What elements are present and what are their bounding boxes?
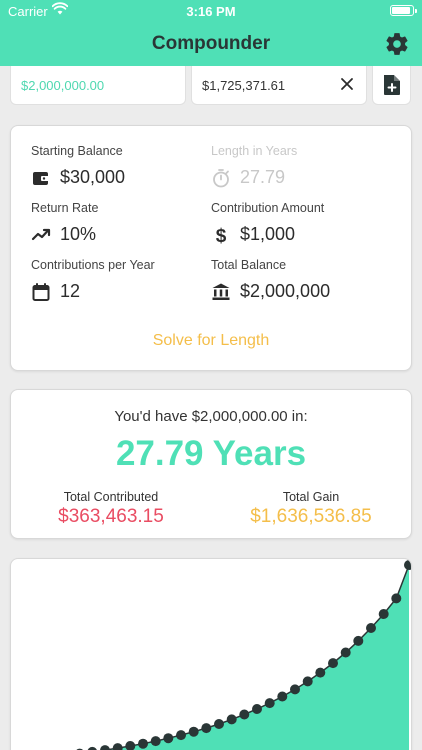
- svg-text:$: $: [216, 226, 227, 245]
- solve-for-length-button[interactable]: Solve for Length: [152, 332, 270, 349]
- total-contributed-label: Total Contributed: [63, 490, 159, 504]
- wifi-icon: [51, 2, 69, 19]
- return-rate-label: Return Rate: [31, 201, 99, 215]
- chart-area: [105, 565, 409, 750]
- total-gain-value: $1,636,536.85: [250, 506, 372, 527]
- contribution-amount-label: Contribution Amount: [211, 201, 325, 215]
- trending-up-icon: [31, 225, 51, 245]
- page-title: Compounder: [151, 33, 271, 54]
- scenario-tab-1-label: $2,000,000.00: [21, 78, 105, 93]
- close-icon[interactable]: [338, 75, 356, 93]
- length-in-years-value: 27.79: [240, 167, 286, 187]
- growth-chart: [76, 560, 411, 750]
- battery-icon: [390, 5, 417, 16]
- result-card: You'd have $2,000,000.00 in: 27.79 Years…: [10, 389, 412, 539]
- total-gain-stat: Total Gain $1,636,536.85: [216, 490, 406, 528]
- chart-point: [328, 658, 338, 669]
- total-balance-field[interactable]: Total Balance $2,000,000: [211, 258, 391, 306]
- length-in-years-label: Length in Years: [211, 144, 298, 158]
- bank-icon: [211, 282, 231, 302]
- chart-point: [302, 676, 313, 687]
- total-gain-label: Total Gain: [282, 490, 340, 504]
- length-in-years-field[interactable]: Length in Years 27.79: [211, 144, 391, 192]
- starting-balance-value: $30,000: [60, 167, 126, 187]
- contributions-per-year-value: 12: [60, 281, 81, 301]
- chart-point: [138, 738, 148, 749]
- chart-point: [125, 741, 136, 750]
- chart-point: [226, 714, 237, 725]
- scenario-tab-1[interactable]: $2,000,000.00: [10, 66, 186, 105]
- total-contributed-value: $363,463.15: [58, 506, 164, 527]
- total-balance-label: Total Balance: [211, 258, 287, 272]
- chart-point: [404, 560, 411, 570]
- chart-point: [353, 635, 364, 646]
- chart-point: [264, 698, 275, 709]
- chart-point: [201, 723, 212, 734]
- total-balance-value: $2,000,000: [240, 281, 331, 301]
- chart-point: [340, 647, 351, 658]
- chart-point: [188, 726, 199, 737]
- return-rate-field[interactable]: Return Rate 10%: [31, 201, 211, 249]
- chart-point: [163, 733, 174, 744]
- add-document-icon[interactable]: [382, 74, 402, 96]
- timer-icon: [211, 168, 231, 188]
- gear-icon[interactable]: [384, 31, 410, 57]
- chart-point: [100, 745, 110, 750]
- contributions-per-year-field[interactable]: Contributions per Year 12: [31, 258, 211, 306]
- nav-bar: Compounder: [0, 22, 422, 66]
- clock: 3:16 PM: [186, 4, 236, 19]
- chart-point: [150, 736, 161, 747]
- chart-point: [315, 667, 326, 678]
- starting-balance-field[interactable]: Starting Balance $30,000: [31, 144, 211, 192]
- chart-point: [391, 593, 402, 604]
- dollar-icon: $: [211, 225, 231, 247]
- chart-point: [176, 730, 186, 741]
- contribution-amount-value: $1,000: [240, 224, 296, 244]
- total-contributed-stat: Total Contributed $363,463.15: [16, 490, 206, 528]
- chart-points: [76, 560, 411, 750]
- new-scenario-tab[interactable]: [372, 66, 411, 105]
- chart-point: [366, 623, 376, 633]
- starting-balance-label: Starting Balance: [31, 144, 123, 158]
- wallet-icon: [31, 168, 51, 188]
- result-years: 27.79 Years: [115, 434, 307, 473]
- scenario-tab-2-label: $1,725,371.61: [202, 78, 286, 93]
- growth-chart-card: [10, 558, 412, 750]
- scenario-tab-2[interactable]: $1,725,371.61: [191, 66, 367, 105]
- result-caption: You'd have $2,000,000.00 in:: [114, 408, 308, 425]
- scenario-tabs: $2,000,000.00 $1,725,371.61: [0, 66, 422, 108]
- contributions-per-year-label: Contributions per Year: [31, 258, 155, 272]
- contribution-amount-field[interactable]: Contribution Amount $ $1,000: [211, 201, 391, 249]
- chart-point: [277, 691, 288, 702]
- chart-point: [87, 746, 97, 750]
- chart-point: [252, 704, 262, 714]
- chart-point: [112, 743, 123, 750]
- chart-point: [290, 684, 300, 695]
- chart-point: [214, 719, 224, 729]
- return-rate-value: 10%: [60, 224, 97, 244]
- chart-point: [239, 709, 250, 720]
- chart-point: [378, 609, 389, 619]
- calendar-icon: [31, 282, 51, 302]
- inputs-card: Starting Balance $30,000 Length in Years…: [10, 125, 412, 371]
- carrier-label: Carrier: [8, 4, 48, 19]
- chart-line: [100, 564, 410, 750]
- status-bar: Carrier 3:16 PM: [0, 0, 422, 22]
